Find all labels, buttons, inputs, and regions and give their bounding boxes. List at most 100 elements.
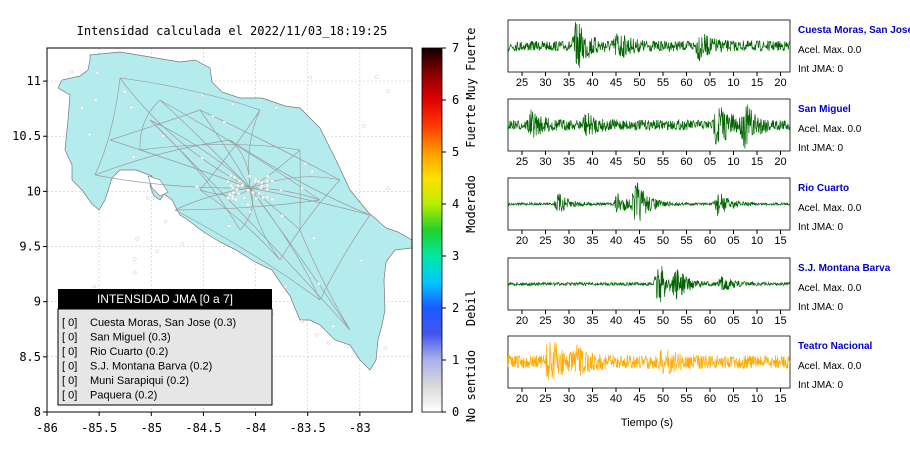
trace-waveform <box>507 21 791 68</box>
town-dot <box>248 174 252 179</box>
trace-xtick-label: 25 <box>516 156 528 168</box>
town-dot <box>283 285 288 289</box>
town-dot <box>260 184 264 188</box>
colorbar-ticks: 0 1 2 3 4 5 6 7 <box>442 41 459 419</box>
seismogram-traces: 25 30 35 40 45 50 55 60 05 10 15 20 Cuesta Moras, Sa… <box>507 19 910 405</box>
trace-xtick-label: 20 <box>774 156 786 168</box>
colorbar-category-label: Muy Fuerte <box>464 27 478 99</box>
trace-xtick-label: 35 <box>586 315 598 327</box>
map-xtick-label: -83.5 <box>290 421 326 435</box>
intensity-colorbar: 0 1 2 3 4 5 6 7 No sentido Debil Moderado Fuerte Mu… <box>421 27 478 422</box>
town-dot <box>257 191 261 196</box>
trace-xtick-label: 60 <box>704 235 716 247</box>
trace-xtick-label: 20 <box>516 393 528 405</box>
trace-xtick-label: 30 <box>563 315 575 327</box>
legend-entry-intensity: [ 0] <box>62 375 77 387</box>
town-dot <box>93 98 98 103</box>
trace-panel: 25 30 35 40 45 50 55 60 05 10 15 20 Cuesta Moras, Sa… <box>507 19 910 89</box>
trace-xtick-label: 60 <box>704 315 716 327</box>
trace-xtick-label: 15 <box>774 393 786 405</box>
town-dot <box>231 190 236 195</box>
intensity-legend: INTENSIDAD JMA [0 a 7] [ 0] Cuesta Moras,… <box>57 289 273 406</box>
station-int-jma: Int JMA: 0 <box>798 143 843 154</box>
map-xtick-label: -85.5 <box>81 421 117 435</box>
trace-xtick-label: 40 <box>610 235 622 247</box>
town-dot <box>237 179 242 183</box>
station-acel-max: Acel. Max. 0.0 <box>798 124 862 135</box>
station-int-jma: Int JMA: 0 <box>798 302 843 313</box>
town-dot <box>279 188 283 192</box>
colorbar-tick-label: 3 <box>452 249 459 263</box>
trace-panel: 20 25 30 35 40 45 50 55 60 05 10 15 S.J. Montana Bar… <box>507 257 891 327</box>
station-acel-max: Acel. Max. 0.0 <box>798 361 862 372</box>
town-dot <box>246 202 250 207</box>
town-dot <box>274 106 279 110</box>
map-title: Intensidad calculada el 2022/11/03_18:19… <box>77 24 388 38</box>
colorbar-category-label: No sentido <box>464 350 478 422</box>
town-dot <box>87 132 92 137</box>
trace-xtick-label: 55 <box>657 156 669 168</box>
legend-body <box>57 308 273 406</box>
map-ytick-label: 10.5 <box>12 129 41 143</box>
time-axis-label: Tiempo (s) <box>621 417 673 429</box>
trace-xtick-label: 45 <box>633 393 645 405</box>
trace-xtick-label: 45 <box>633 235 645 247</box>
town-dot <box>310 169 315 174</box>
legend-entry-intensity: [ 0] <box>62 390 77 402</box>
colorbar-category-label: Debil <box>464 290 478 326</box>
trace-xtick-label: 05 <box>704 156 716 168</box>
trace-xtick-label: 30 <box>563 235 575 247</box>
town-dot <box>280 214 284 218</box>
legend-entry-intensity: [ 0] <box>62 332 77 344</box>
town-dot <box>122 90 127 94</box>
town-dot <box>135 236 140 241</box>
trace-xtick-label: 15 <box>774 315 786 327</box>
trace-xtick-label: 45 <box>610 156 622 168</box>
town-dot <box>131 155 136 160</box>
colorbar-tick-label: 7 <box>452 41 459 55</box>
trace-xtick-label: 50 <box>657 393 669 405</box>
colorbar-category-label: Moderado <box>464 175 478 233</box>
map-xtick-label: -84.5 <box>185 421 221 435</box>
town-dot <box>265 183 269 188</box>
town-dot <box>211 114 215 119</box>
road-network <box>69 69 390 351</box>
town-dot <box>251 190 255 195</box>
town-dot <box>270 179 275 183</box>
trace-xtick-label: 60 <box>680 156 692 168</box>
colorbar-category-labels: No sentido Debil Moderado Fuerte Muy Fuerte <box>464 27 478 422</box>
trace-xtick-label: 10 <box>727 77 739 89</box>
town-dot <box>231 185 235 190</box>
station-name: Cuesta Moras, San Jose <box>798 25 910 36</box>
town-dot <box>386 186 390 191</box>
town-dot <box>163 219 168 224</box>
town-dot <box>240 183 245 188</box>
trace-xtick-label: 20 <box>516 315 528 327</box>
trace-waveform <box>507 104 791 149</box>
trace-xtick-label: 60 <box>680 77 692 89</box>
station-name: San Miguel <box>798 104 851 115</box>
station-name: Rio Cuarto <box>798 183 849 194</box>
trace-xtick-label: 55 <box>657 77 669 89</box>
town-dot <box>326 341 331 345</box>
town-dot <box>200 93 205 98</box>
town-dot <box>331 324 336 329</box>
trace-panel: 20 25 30 35 40 45 50 55 60 05 10 15 Rio Cuarto Acel. … <box>507 177 862 247</box>
town-dot <box>265 195 270 199</box>
trace-waveform <box>507 342 791 381</box>
town-dot <box>303 162 307 166</box>
legend-entry-label: San Miguel (0.3) <box>90 332 171 344</box>
trace-xtick-label: 50 <box>657 235 669 247</box>
map-ytick-label: 10 <box>27 184 41 198</box>
town-dot <box>226 179 230 184</box>
town-dot <box>132 257 137 261</box>
town-dot <box>300 186 304 191</box>
trace-xtick-label: 40 <box>610 315 622 327</box>
legend-title: INTENSIDAD JMA [0 a 7] <box>97 292 233 306</box>
town-dot <box>265 174 270 179</box>
trace-xtick-label: 20 <box>516 235 528 247</box>
trace-xtick-label: 35 <box>563 156 575 168</box>
town-dot <box>146 195 150 200</box>
trace-xtick-label: 50 <box>633 77 645 89</box>
